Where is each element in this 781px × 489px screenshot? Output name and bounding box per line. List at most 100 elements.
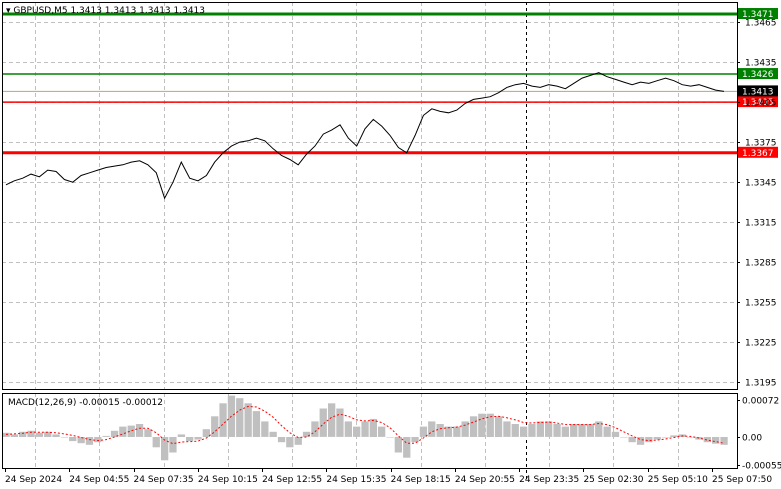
macd-histogram-bar: [135, 424, 144, 437]
y-tick-label: 1.3225: [745, 339, 777, 349]
macd-histogram-bar: [628, 437, 636, 443]
y-tick-label: 1.3255: [745, 299, 777, 309]
macd-histogram-bar: [169, 437, 177, 453]
macd-histogram-bar: [44, 431, 52, 437]
current-price-tag: [738, 85, 778, 97]
main-frame: [2, 2, 738, 390]
macd-histogram-bar: [687, 437, 695, 438]
y-tick-label: 1.3315: [745, 219, 777, 229]
macd-histogram-bar: [302, 431, 311, 437]
macd-histogram-bar: [144, 429, 152, 437]
macd-histogram-bar: [252, 411, 261, 437]
macd-histogram-bar: [570, 424, 578, 437]
macd-histogram-bar: [119, 426, 127, 437]
macd-histogram-bar: [102, 435, 110, 437]
x-tick-label: 24 Sep 20:55: [455, 475, 515, 485]
macd-histogram-bar: [369, 418, 377, 437]
macd-histogram-bar: [494, 416, 503, 437]
macd-histogram-bar: [586, 424, 595, 437]
macd-histogram-bar: [152, 437, 160, 448]
level-tag: [738, 146, 778, 158]
ohlc-readout: 1.3413 1.3413 1.3413 1.3413: [70, 6, 205, 16]
macd-histogram-bar: [469, 416, 478, 437]
macd-histogram-bar: [703, 437, 711, 443]
macd-histogram-bar: [486, 413, 494, 437]
level-tag-label: 1.3426: [742, 70, 774, 80]
macd-histogram-bar: [503, 421, 511, 437]
macd-histogram-bar: [378, 426, 386, 437]
x-tick-label: 24 Sep 10:15: [198, 475, 258, 485]
macd-histogram-bar: [603, 426, 611, 437]
level-tag-label: 1.3405: [742, 98, 774, 108]
macd-histogram-bar: [236, 398, 244, 437]
macd-histogram-bar: [461, 421, 469, 437]
level-tag-label: 1.3367: [742, 149, 774, 159]
macd-histogram-bar: [244, 403, 252, 437]
y-tick-label: 1.3465: [745, 19, 777, 29]
macd-histogram-bar: [720, 437, 728, 445]
macd-histogram-bar: [620, 437, 628, 438]
macd-histogram-bar: [69, 437, 77, 442]
macd-histogram-bar: [386, 437, 394, 438]
macd-histogram-bar: [194, 437, 202, 440]
macd-histogram-bar: [319, 408, 327, 437]
symbol-label: GBPUSD,M5: [13, 6, 67, 16]
macd-histogram-bar: [353, 426, 361, 437]
macd-histogram-bar: [361, 421, 369, 437]
level-tag: [738, 68, 778, 80]
macd-histogram-bar: [595, 421, 603, 437]
y-tick-label: 1.3435: [745, 59, 777, 69]
macd-histogram-bar: [328, 403, 336, 437]
macd-histogram-bar: [27, 430, 35, 437]
macd-histogram-bar: [661, 437, 670, 438]
macd-histogram-bar: [645, 437, 653, 443]
macd-histogram-bar: [453, 426, 461, 437]
symbol-header: ▾ GBPUSD,M5 1.3413 1.3413 1.3413 1.3413: [6, 6, 205, 16]
level-tag: [738, 8, 778, 20]
macd-histogram-bar: [94, 437, 102, 443]
x-tick-label: 25 Sep 05:10: [648, 475, 708, 485]
macd-histogram-bar: [161, 437, 169, 461]
macd-histogram-bar: [110, 430, 119, 437]
macd-histogram-bar: [269, 431, 277, 437]
macd-histogram-bar: [428, 421, 436, 437]
price-series: [5, 72, 725, 200]
macd-histogram-bar: [411, 437, 419, 443]
y-tick-label: 1.3375: [745, 139, 777, 149]
macd-histogram-bar: [286, 437, 294, 448]
macd-histogram-bar: [344, 421, 352, 437]
x-tick-label: 24 Sep 18:15: [391, 475, 451, 485]
macd-histogram-bar: [444, 426, 453, 437]
macd-histogram-bar: [211, 416, 219, 437]
macd-histogram-bar: [578, 424, 586, 437]
level-lines: 1.3471 1.3426 1.3405 1.3367 1.3413: [2, 8, 778, 159]
macd-histogram-bar: [219, 403, 227, 437]
macd-histogram-bar: [277, 437, 286, 443]
macd-histogram-bar: [294, 437, 302, 445]
macd-histogram-bar: [202, 429, 210, 437]
macd-histogram-bar: [478, 413, 486, 437]
x-tick-label: 24 Sep 07:35: [134, 475, 194, 485]
macd-histogram-bar: [336, 408, 344, 437]
macd-histogram-bar: [712, 437, 720, 444]
macd-histogram-bar: [311, 421, 319, 437]
macd-histogram-bar: [85, 437, 94, 445]
x-tick-label: 25 Sep 02:30: [583, 475, 643, 485]
macd-histogram-bar: [261, 421, 269, 437]
macd-histogram-bar: [52, 434, 60, 437]
macd-histogram-bar: [536, 421, 544, 437]
macd-histogram-bar: [394, 437, 402, 453]
y-tick-label: 1.3195: [745, 379, 777, 389]
macd-histogram-bar: [177, 434, 185, 437]
macd-histogram-bar: [670, 435, 678, 437]
x-tick-label: 24 Sep 23:35: [519, 475, 579, 485]
macd-series: [2, 395, 728, 461]
level-tag-label: 1.3471: [742, 10, 774, 20]
macd-signal-line: [5, 405, 725, 445]
macd-histogram-bar: [186, 437, 194, 442]
macd-histogram-bar: [545, 421, 553, 437]
collapse-triangle-icon: ▾: [6, 6, 11, 16]
macd-histogram-bar: [528, 424, 536, 437]
macd-histogram-bar: [60, 437, 69, 438]
x-tick-label: 24 Sep 2024: [5, 475, 62, 485]
